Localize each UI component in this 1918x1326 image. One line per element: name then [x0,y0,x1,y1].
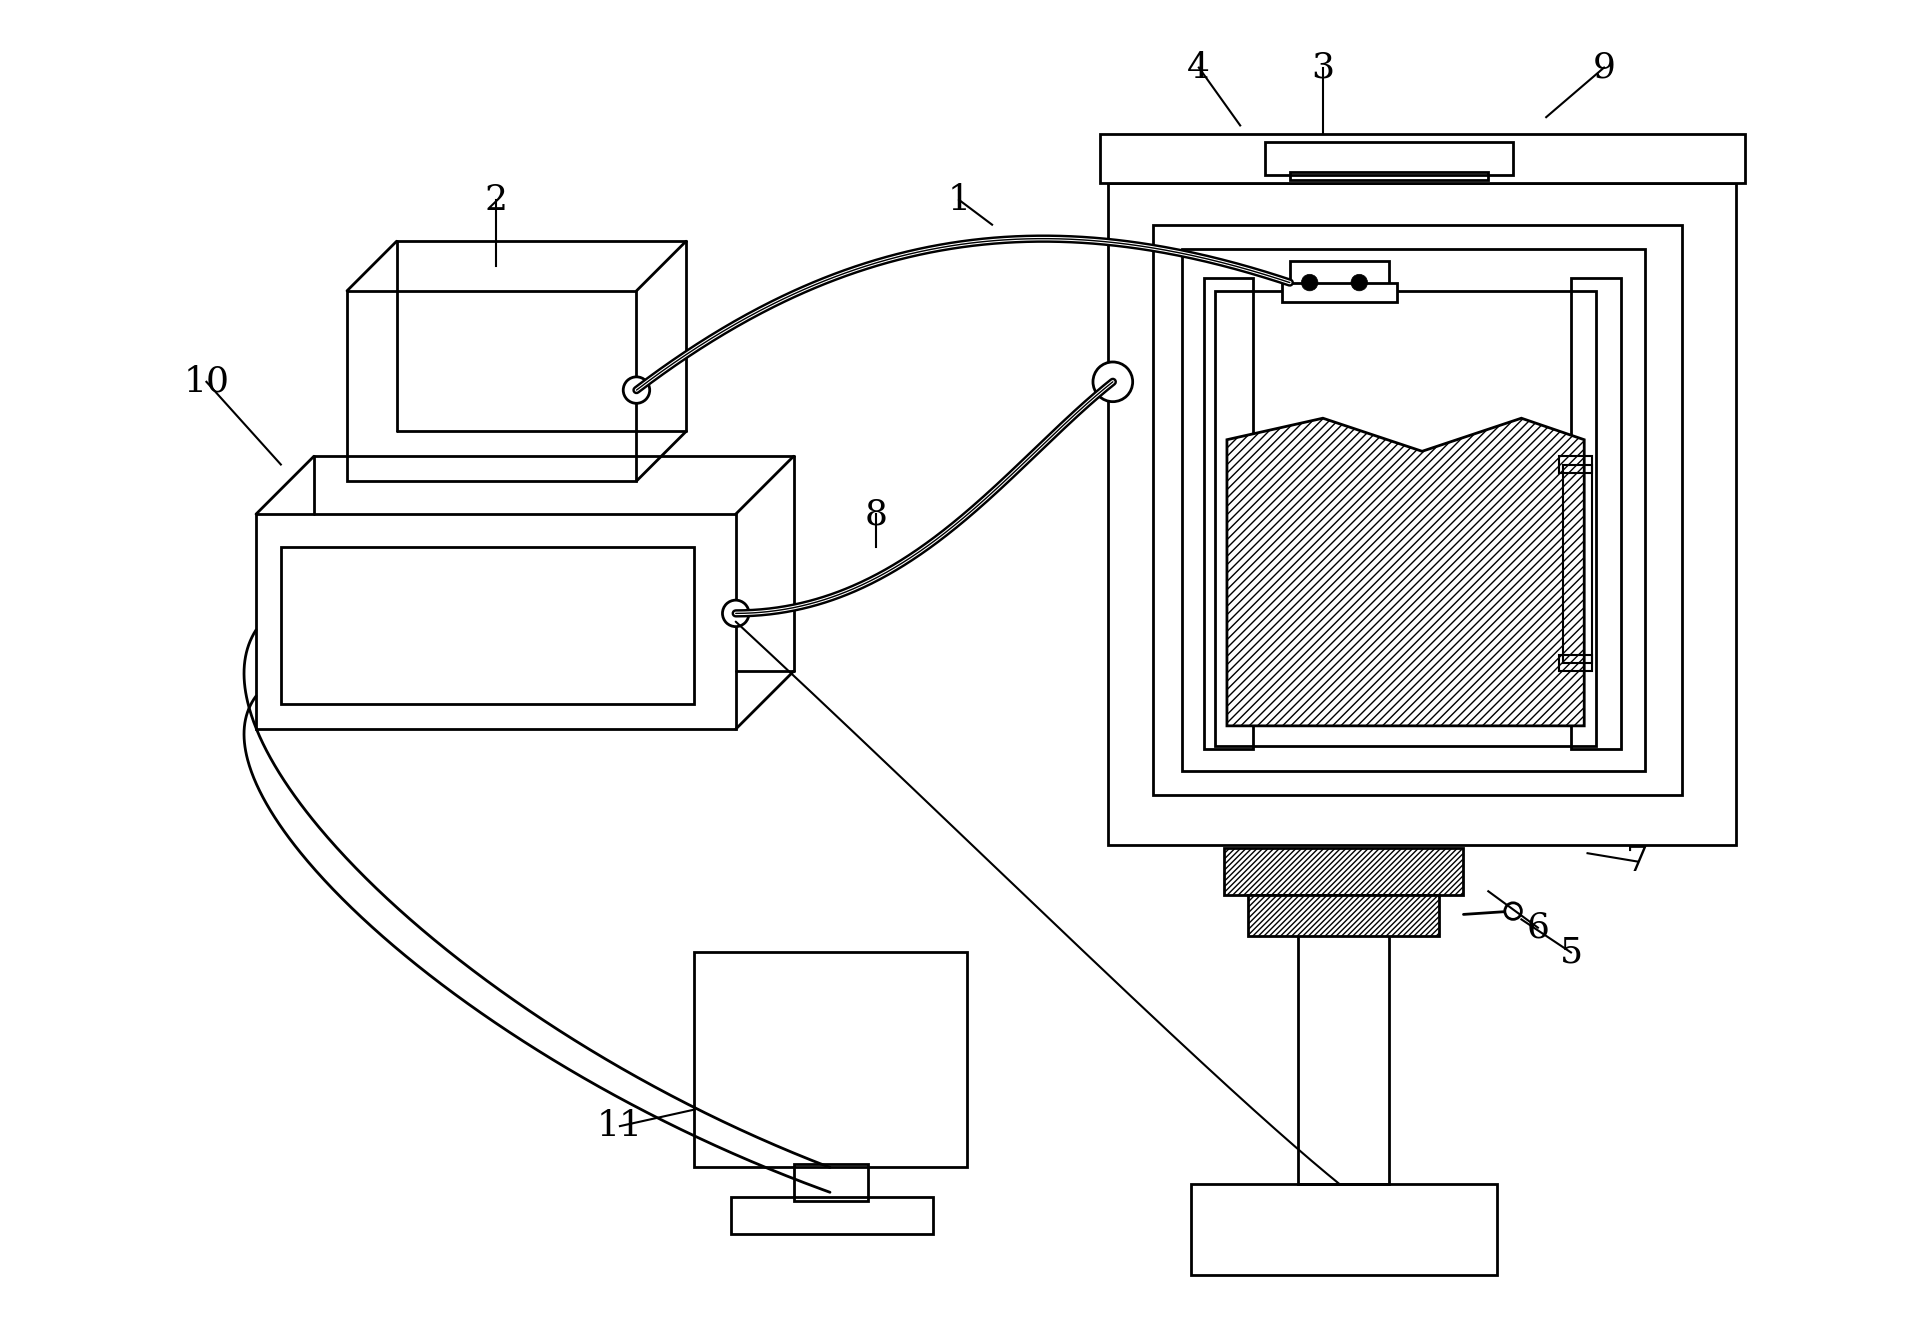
Bar [731,1197,932,1233]
Bar [1191,1184,1496,1276]
Bar [794,1164,869,1200]
Text: 7: 7 [1626,845,1649,879]
Circle shape [1302,274,1318,290]
Bar [280,548,694,704]
Circle shape [1350,274,1368,290]
Bar [1109,183,1736,845]
Bar [1298,895,1389,1184]
Bar [255,514,737,729]
Bar [1224,849,1463,895]
Text: 9: 9 [1592,50,1615,85]
Text: 11: 11 [596,1109,643,1143]
Bar [1216,290,1596,745]
Text: 8: 8 [865,497,888,532]
Bar [1563,464,1592,663]
Circle shape [723,601,748,627]
Text: 1: 1 [947,183,971,217]
Bar [347,290,637,481]
Bar [1559,655,1592,671]
Bar [1153,224,1682,796]
Bar [1289,172,1488,180]
Text: 6: 6 [1527,911,1550,944]
Bar [1281,282,1398,302]
Bar [1205,277,1254,749]
Bar [1181,249,1646,770]
Bar [1249,895,1438,936]
Bar [1559,456,1592,473]
Circle shape [623,377,650,403]
Text: 4: 4 [1187,50,1210,85]
Bar [1266,142,1513,175]
Bar [694,952,967,1167]
Circle shape [1506,903,1521,919]
Text: 3: 3 [1312,50,1335,85]
Text: 10: 10 [184,365,230,399]
Bar [1289,261,1389,290]
Circle shape [1093,362,1134,402]
Text: 5: 5 [1559,935,1582,969]
Bar [1571,277,1621,749]
Text: 2: 2 [485,183,508,217]
Bar [1099,134,1745,183]
Polygon shape [1228,418,1584,725]
